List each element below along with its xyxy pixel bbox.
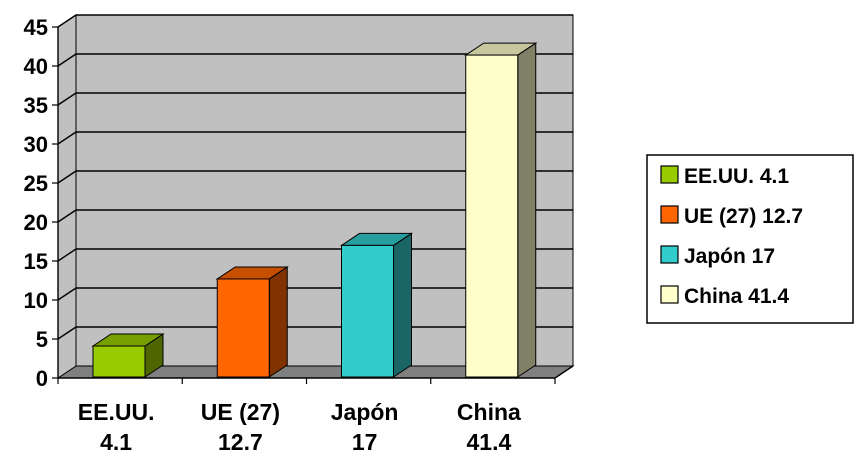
bar-side [393,232,412,378]
gridline [57,170,573,184]
x-tick-label: EE.UU. 4.1 [78,399,155,455]
legend-swatch [660,205,679,224]
y-tick-label: 15 [24,249,48,274]
bar-front [92,345,146,378]
legend-swatch [660,245,679,264]
bar-front [341,244,394,378]
gridline [57,131,573,145]
y-tick-label: 10 [24,288,48,313]
bar-front [216,278,270,378]
bar [339,232,414,378]
y-tick-label: 20 [24,210,48,235]
plot-side-wall [57,14,77,379]
legend-item: UE (27) 12.7 [660,205,803,228]
x-axis-depth-edge [554,365,574,379]
y-tick-label: 25 [24,171,48,196]
gridline [57,14,573,28]
bar [215,266,289,378]
x-tick-label: China 41.4 [457,399,521,455]
legend-item: EE.UU. 4.1 [660,165,789,188]
y-tick-label: 40 [24,54,48,79]
legend-label: EE.UU. 4.1 [684,165,789,188]
gridline [57,209,573,223]
bar-side [268,266,288,378]
gridline [57,53,573,67]
legend-swatch [660,165,679,184]
y-tick-label: 0 [36,366,48,391]
legend-label: Japón 17 [684,245,775,268]
y-tick-label: 45 [24,15,48,40]
gridline [57,92,573,106]
x-axis: EE.UU. 4.1 UE (27) 12.7 Japón 17 China 41.4 [57,365,574,455]
x-tick-label: Japón 17 [331,399,399,455]
bar-front [465,54,519,378]
legend: EE.UU. 4.1 UE (27) 12.7 Japón 17 China 41.4 [646,154,854,324]
bars [91,42,538,378]
legend-item: China 41.4 [660,285,789,308]
legend-label: UE (27) 12.7 [684,205,803,228]
legend-swatch [660,285,679,304]
bar [91,333,165,378]
bar-side [517,42,537,378]
y-axis: 0 5 10 15 20 25 30 35 40 45 [24,15,59,391]
x-tick-label: UE (27) 12.7 [201,399,280,455]
bar [464,42,538,378]
y-tick-label: 35 [24,93,48,118]
y-tick-label: 5 [36,327,48,352]
legend-label: China 41.4 [684,285,789,308]
y-tick-label: 30 [24,132,48,157]
legend-box [646,154,854,324]
legend-item: Japón 17 [660,245,775,268]
